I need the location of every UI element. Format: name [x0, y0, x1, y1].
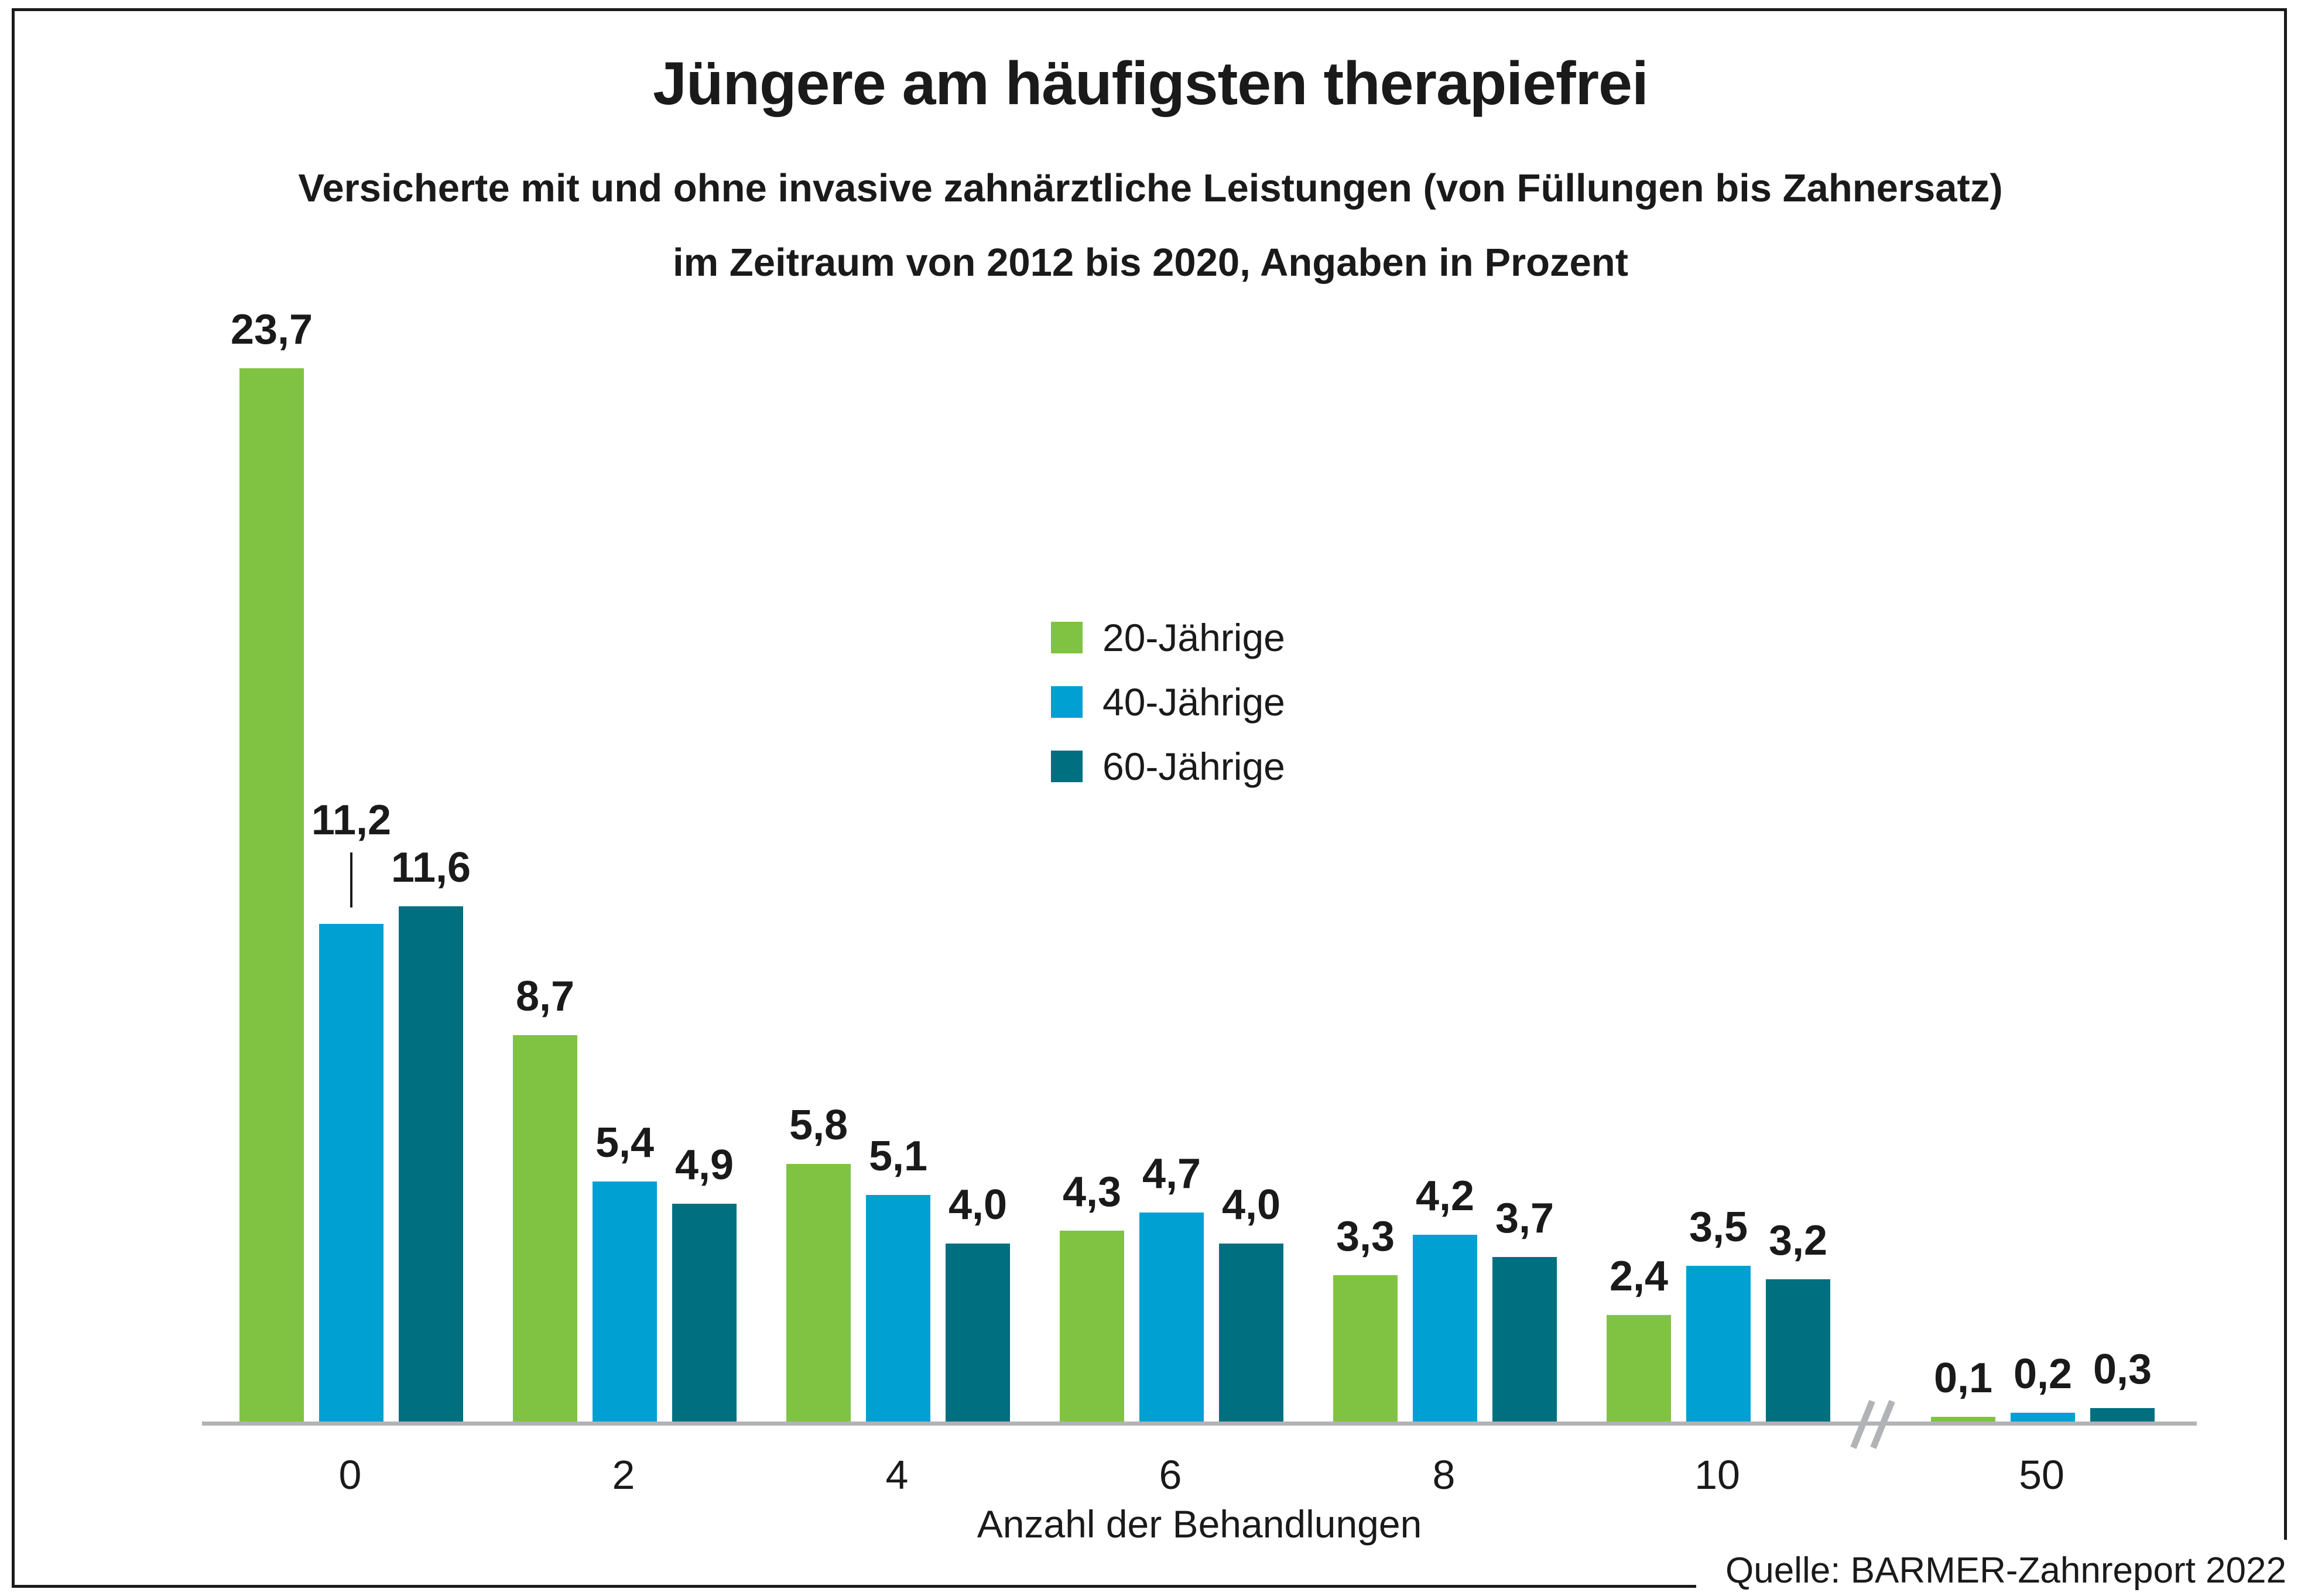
bar-value-label: 4,2 [1415, 1173, 1475, 1220]
bar [513, 1035, 577, 1422]
bar-value-label: 11,2 [311, 797, 392, 844]
chart-frame-border [12, 8, 2287, 1588]
bar [1766, 1279, 1830, 1422]
bar [1219, 1244, 1283, 1422]
bar-value-label: 4,9 [674, 1142, 734, 1189]
bar [2011, 1413, 2075, 1422]
legend-item: 20-Jährige [1051, 618, 1285, 657]
x-tick-label: 6 [1159, 1452, 1182, 1498]
bar [1607, 1315, 1671, 1422]
bar-value-label: 4,7 [1142, 1150, 1201, 1197]
bar [1413, 1235, 1477, 1422]
x-tick-label: 10 [1694, 1452, 1740, 1498]
bar [1060, 1231, 1124, 1422]
bar [1492, 1257, 1557, 1422]
legend-swatch [1051, 686, 1083, 718]
bar [593, 1181, 657, 1422]
bar [1931, 1417, 1995, 1422]
x-axis-title: Anzahl der Behandlungen [977, 1502, 1422, 1546]
x-tick-label: 8 [1432, 1452, 1456, 1498]
bar [1686, 1266, 1751, 1422]
bar-value-label: 8,7 [515, 973, 575, 1020]
x-tick-label: 0 [338, 1452, 362, 1498]
bar [399, 906, 463, 1422]
bar-value-label: 11,6 [391, 844, 471, 891]
bar [1333, 1275, 1398, 1422]
bar [786, 1164, 851, 1422]
bar-value-label: 4,3 [1062, 1169, 1122, 1215]
bar-value-label: 0,2 [2013, 1351, 2073, 1398]
bar [2090, 1408, 2155, 1422]
legend-item-label: 60-Jährige [1102, 745, 1285, 788]
bar [1139, 1213, 1204, 1422]
x-tick-label: 50 [2019, 1452, 2064, 1498]
legend-item-label: 20-Jährige [1102, 616, 1285, 659]
bar-value-label: 3,7 [1495, 1195, 1554, 1242]
bar-value-label: 4,0 [948, 1181, 1008, 1228]
bar [319, 924, 384, 1422]
bar-value-label: 0,3 [2093, 1346, 2152, 1393]
legend-item: 40-Jährige [1051, 680, 1285, 724]
bar-value-label: 4,0 [1221, 1181, 1281, 1228]
x-tick-label: 2 [612, 1452, 635, 1498]
bar [866, 1195, 930, 1422]
legend: 20-Jährige 40-Jährige 60-Jährige [1051, 618, 1285, 815]
x-axis-line [202, 1422, 2197, 1426]
legend-item-label: 40-Jährige [1102, 680, 1285, 724]
bar-value-label: 5,8 [789, 1102, 848, 1149]
legend-item: 60-Jährige [1051, 747, 1285, 786]
bar-value-label: 5,1 [868, 1133, 928, 1180]
source-note: Quelle: BARMER-Zahnreport 2022 [1696, 1540, 2301, 1596]
bar-value-label: 23,7 [230, 306, 313, 353]
label-leader-line [350, 852, 352, 907]
bar-value-label: 3,5 [1689, 1204, 1748, 1251]
legend-swatch [1051, 622, 1083, 653]
bar-value-label: 5,4 [595, 1119, 655, 1166]
legend-swatch [1051, 751, 1083, 782]
bar-value-label: 3,3 [1336, 1213, 1395, 1260]
chart-title: Jüngere am häufigsten therapiefrei [653, 50, 1649, 118]
chart-subtitle-line2: im Zeitraum von 2012 bis 2020, Angaben i… [672, 241, 1629, 285]
bar-value-label: 3,2 [1768, 1217, 1828, 1264]
bar-value-label: 2,4 [1609, 1253, 1669, 1300]
chart-subtitle-line1: Versicherte mit und ohne invasive zahnär… [298, 166, 2003, 210]
bar [672, 1204, 737, 1422]
bar-value-label: 0,1 [1933, 1355, 1993, 1402]
bar [239, 368, 304, 1422]
x-tick-label: 4 [885, 1452, 909, 1498]
chart-subtitle: Versicherte mit und ohne invasive zahnär… [0, 151, 2301, 300]
bar [946, 1244, 1010, 1422]
